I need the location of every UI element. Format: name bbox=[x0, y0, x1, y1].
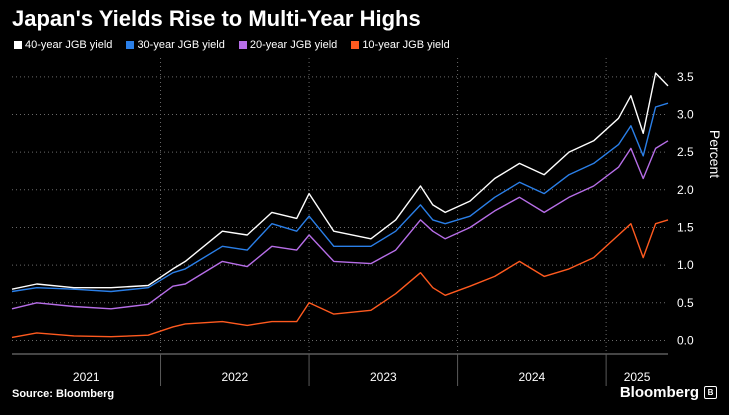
series-lines bbox=[11, 72, 669, 339]
source-note: Source: Bloomberg bbox=[12, 388, 115, 400]
x-tick-label: 2024 bbox=[518, 370, 545, 384]
y-tick-label: 3.5 bbox=[677, 70, 694, 84]
series-line-30y bbox=[11, 102, 669, 293]
brand-badge-icon: B bbox=[704, 386, 717, 399]
brand-logo: Bloomberg B bbox=[620, 384, 717, 401]
legend-label-40y: 40-year JGB yield bbox=[25, 39, 113, 51]
y-tick-label: 0.0 bbox=[677, 333, 694, 347]
series-line-40y bbox=[11, 72, 669, 290]
legend-item-40y: 40-year JGB yield bbox=[14, 39, 112, 51]
legend: 40-year JGB yield 30-year JGB yield 20-y… bbox=[14, 39, 450, 51]
grid-lines bbox=[12, 58, 668, 354]
legend-swatch-30y bbox=[126, 41, 135, 49]
x-tick-label: 2023 bbox=[370, 370, 397, 384]
brand-text: Bloomberg bbox=[619, 384, 699, 401]
y-axis-title: Percent bbox=[707, 130, 723, 178]
series-line-20y bbox=[11, 140, 669, 310]
legend-swatch-10y bbox=[351, 41, 360, 49]
legend-swatch-20y bbox=[238, 41, 247, 49]
y-tick-label: 2.5 bbox=[677, 145, 694, 159]
x-tick-label: 2025 bbox=[624, 370, 651, 384]
chart-title: Japan's Yields Rise to Multi-Year Highs bbox=[12, 6, 421, 31]
legend-item-20y: 20-year JGB yield bbox=[238, 39, 338, 51]
y-tick-label: 3.0 bbox=[677, 107, 694, 121]
x-tick-label: 2021 bbox=[73, 370, 100, 384]
y-tick-label: 1.0 bbox=[677, 258, 694, 272]
y-tick-label: 2.0 bbox=[677, 183, 694, 197]
legend-item-30y: 30-year JGB yield bbox=[126, 39, 225, 51]
legend-label-10y: 10-year JGB yield bbox=[362, 39, 450, 51]
legend-swatch-40y bbox=[14, 41, 22, 49]
legend-label-20y: 20-year JGB yield bbox=[249, 39, 338, 51]
x-tick-label: 2022 bbox=[221, 370, 248, 384]
y-tick-label: 0.5 bbox=[677, 296, 694, 310]
legend-label-30y: 30-year JGB yield bbox=[137, 39, 225, 51]
y-tick-label: 1.5 bbox=[677, 220, 694, 234]
series-line-10y bbox=[11, 219, 669, 339]
legend-item-10y: 10-year JGB yield bbox=[351, 39, 450, 51]
axes: 0.0 0.5 1.0 1.5 2.0 2.5 3.0 3.5 2021 2022 2023 2024… bbox=[12, 70, 723, 386]
